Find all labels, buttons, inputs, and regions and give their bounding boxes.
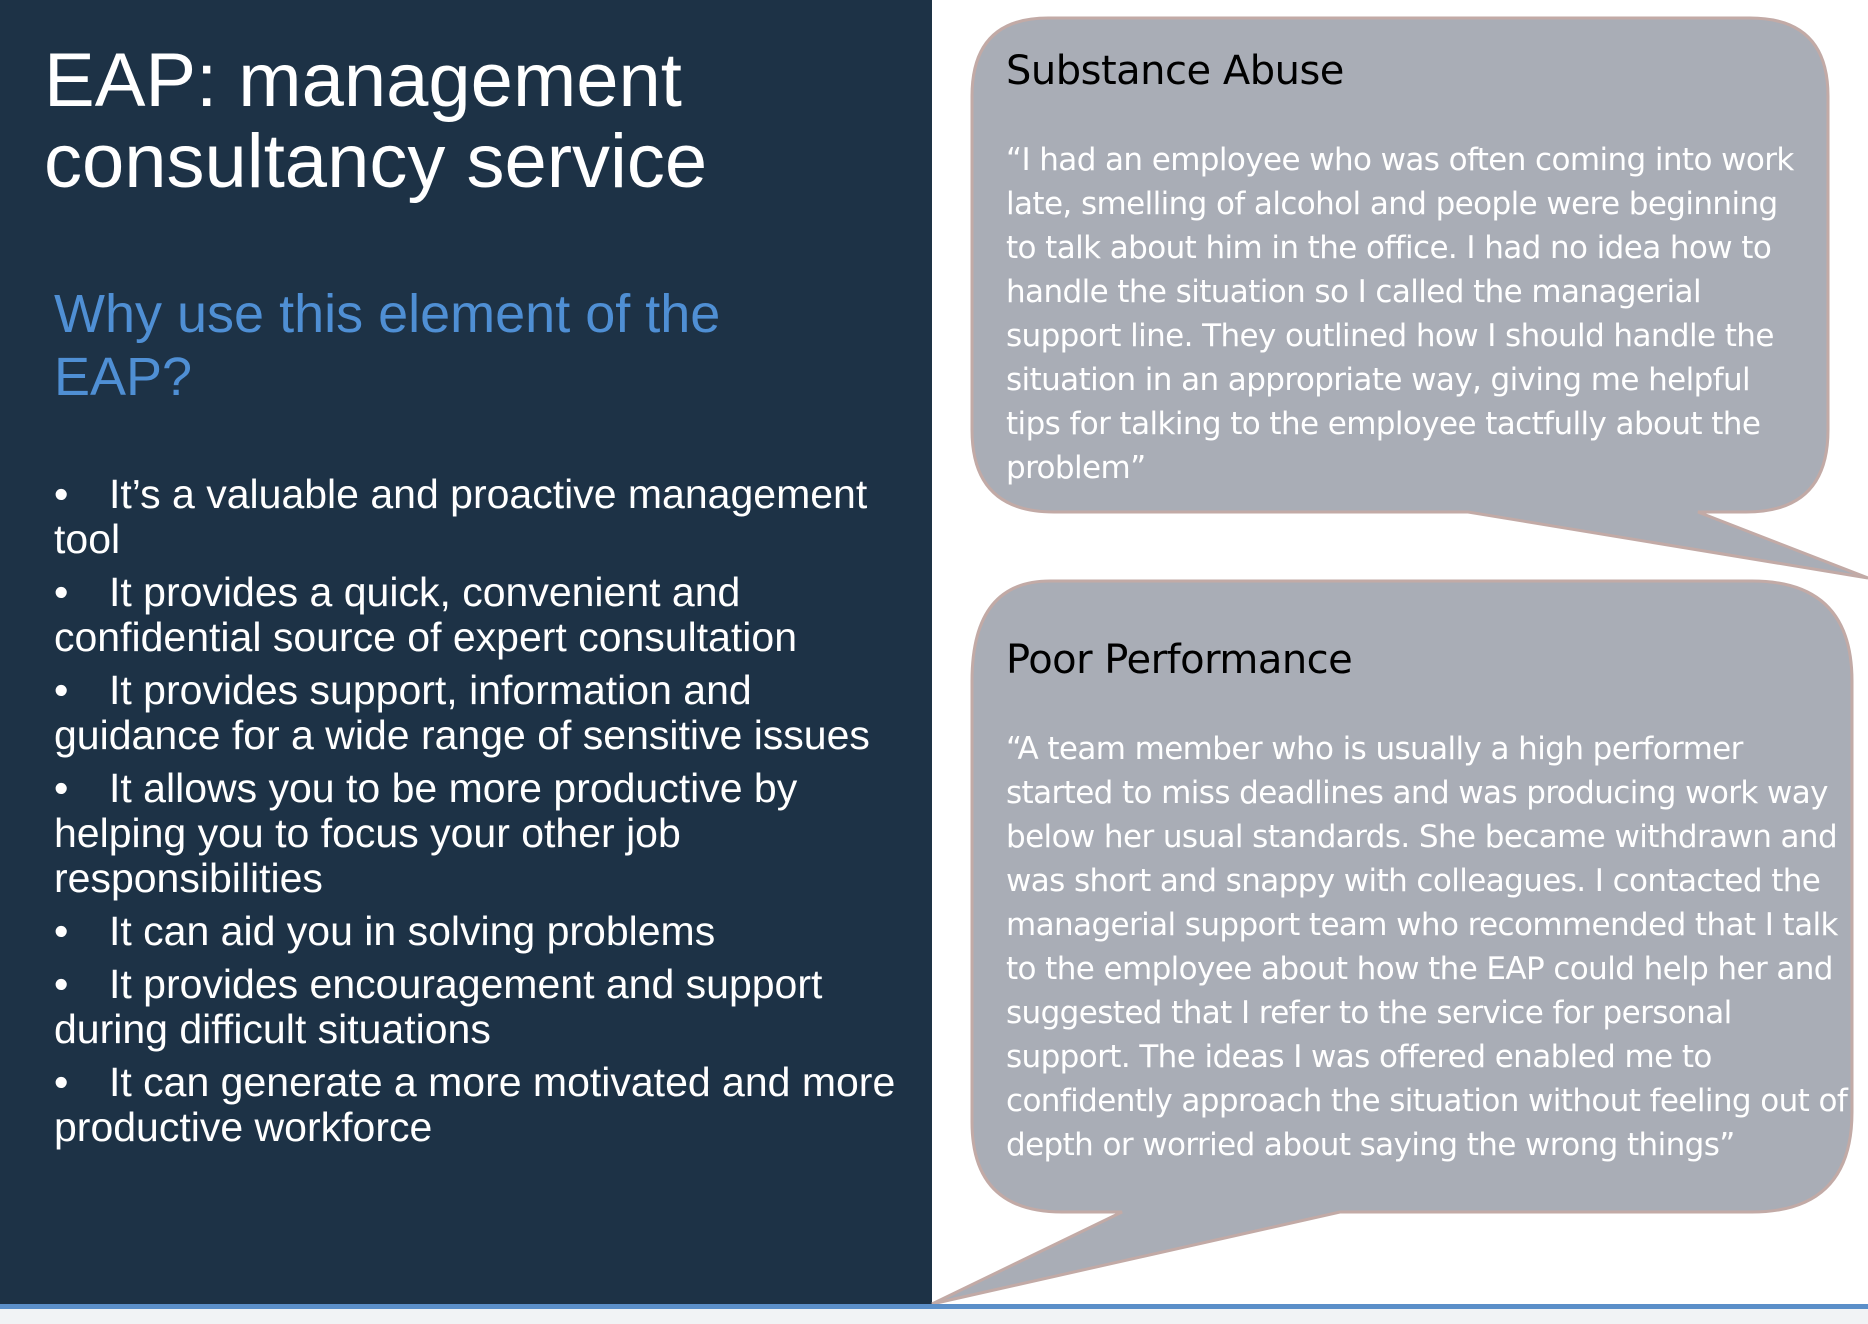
list-item: • It allows you to be more productive by …	[54, 766, 914, 901]
bottom-accent-bar	[0, 1304, 1868, 1309]
list-item-text: It can generate a more motivated and mor…	[54, 1059, 896, 1150]
case-quote: “A team member who is usually a high per…	[1006, 731, 1848, 1163]
case-heading: Poor Performance	[1006, 637, 1353, 683]
bullet-icon: •	[54, 569, 69, 615]
list-item: • It’s a valuable and proactive managemen…	[54, 472, 914, 562]
benefits-list: • It’s a valuable and proactive managemen…	[54, 472, 914, 1158]
bullet-icon: •	[54, 908, 69, 954]
bottom-strip	[0, 1309, 1868, 1324]
list-item: • It can generate a more motivated and mo…	[54, 1060, 914, 1150]
case-poor-performance: Poor Performance “A team member who is u…	[1006, 637, 1848, 1167]
list-item-text: It allows you to be more productive by h…	[54, 765, 798, 901]
left-panel: EAP: management consultancy service Why …	[0, 0, 932, 1307]
list-item-text: It’s a valuable and proactive management…	[54, 471, 868, 562]
list-item-text: It provides encouragement and support du…	[54, 961, 823, 1052]
list-item: • It provides support, information and gu…	[54, 668, 914, 758]
bullet-icon: •	[54, 961, 69, 1007]
slide-subtitle: Why use this element of the EAP?	[54, 284, 721, 407]
list-item-text: It can aid you in solving problems	[109, 908, 716, 954]
list-item-text: It provides support, information and gui…	[54, 667, 870, 758]
case-heading: Substance Abuse	[1006, 48, 1344, 94]
bullet-icon: •	[54, 667, 69, 713]
speech-bubble-1	[970, 16, 1868, 580]
case-substance-abuse: Substance Abuse “I had an employee who w…	[1006, 48, 1846, 490]
list-item: • It provides a quick, convenient and con…	[54, 570, 914, 660]
case-quote: “I had an employee who was often coming …	[1006, 142, 1794, 486]
list-item-text: It provides a quick, convenient and conf…	[54, 569, 798, 660]
bullet-icon: •	[54, 471, 69, 517]
list-item: • It provides encouragement and support d…	[54, 962, 914, 1052]
bullet-icon: •	[54, 1059, 69, 1105]
slide-title: EAP: management consultancy service	[44, 38, 708, 204]
list-item: • It can aid you in solving problems	[54, 909, 914, 954]
bullet-icon: •	[54, 765, 69, 811]
speech-bubble-2	[931, 579, 1854, 1306]
